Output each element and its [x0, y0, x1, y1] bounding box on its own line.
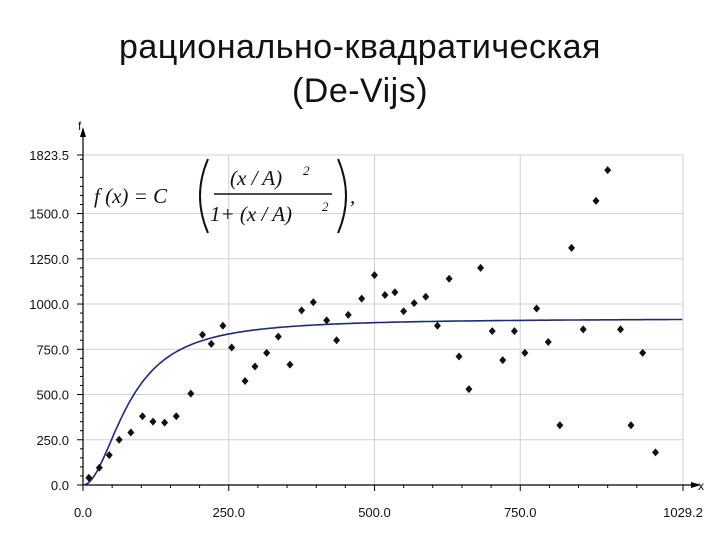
data-point: [251, 362, 259, 371]
y-tick-label: 1823.5: [29, 148, 69, 163]
data-point: [422, 292, 430, 301]
data-point: [199, 330, 207, 339]
data-point: [544, 338, 552, 347]
y-tick-label: 1500.0: [29, 207, 69, 222]
data-points-layer: [85, 166, 659, 482]
data-point: [651, 448, 659, 457]
data-point: [510, 327, 518, 336]
data-point: [370, 271, 378, 280]
data-point: [477, 263, 485, 272]
data-point: [521, 348, 529, 357]
axes: [77, 127, 701, 491]
y-axis-arrow: [80, 127, 86, 137]
x-tick-label: 1029.2: [663, 505, 703, 520]
x-tick-label: 500.0: [358, 505, 391, 520]
data-point: [410, 299, 418, 308]
data-point: [499, 356, 507, 365]
y-tick-label: 1250.0: [29, 252, 69, 267]
formula-graphic: f (x) = C (x / A) 2 1+ (x / A) 2 ,: [94, 158, 355, 234]
data-point: [298, 306, 306, 315]
data-point: [228, 343, 236, 352]
formula-lhs: f (x) = C: [94, 184, 168, 208]
data-point: [105, 451, 113, 460]
y-tick-label: 750.0: [36, 342, 69, 357]
data-point: [286, 360, 294, 369]
model-curve-layer: [82, 318, 683, 486]
data-point: [639, 348, 647, 357]
x-tick-label: 250.0: [212, 505, 245, 520]
chart-title-line1: рационально-квадратическая: [119, 28, 601, 66]
data-point: [241, 376, 249, 385]
data-point: [323, 316, 331, 325]
data-point: [465, 385, 473, 394]
data-point: [433, 321, 441, 330]
data-point: [274, 332, 282, 341]
formula-box: f (x) = C (x / A) 2 1+ (x / A) 2 ,: [92, 153, 362, 239]
y-tick-label: 500.0: [36, 388, 69, 403]
formula-denominator: 1+ (x / A): [210, 202, 292, 226]
y-tick-label: 250.0: [36, 433, 69, 448]
y-axis-label: f: [78, 119, 82, 133]
data-point: [344, 310, 352, 319]
data-point: [400, 307, 408, 316]
data-point: [127, 428, 135, 437]
data-point: [556, 421, 564, 430]
data-point: [138, 412, 146, 421]
data-point: [309, 298, 317, 307]
formula-numerator-power: 2: [303, 163, 310, 178]
x-tick-label: 750.0: [504, 505, 537, 520]
data-point: [488, 327, 496, 336]
data-point: [533, 304, 541, 313]
x-tick-label: 0.0: [74, 505, 92, 520]
y-tick-label: 1000.0: [29, 297, 69, 312]
data-point: [95, 463, 103, 472]
data-point: [85, 473, 93, 482]
data-point: [455, 352, 463, 361]
data-point: [579, 325, 587, 334]
formula-numerator: (x / A): [230, 166, 282, 190]
model-curve: [82, 318, 683, 486]
data-point: [568, 243, 576, 252]
data-point: [149, 417, 157, 426]
data-point: [627, 421, 635, 430]
data-point: [333, 336, 341, 345]
data-point: [219, 321, 227, 330]
data-point: [381, 290, 389, 299]
data-point: [391, 288, 399, 297]
x-axis-arrow: [691, 482, 701, 488]
data-point: [115, 435, 123, 444]
data-point: [358, 294, 366, 303]
data-point: [172, 412, 180, 421]
data-point: [161, 418, 169, 427]
x-axis-label: x: [698, 479, 704, 493]
chart-title-line2: (De-Vijs): [291, 72, 429, 110]
tick-labels: 0.0 250.0 500.0 750.0 1000.0 1250.0 1500.0 1823…: [29, 148, 703, 520]
data-point: [207, 339, 215, 348]
data-point: [617, 325, 625, 334]
data-point: [445, 274, 453, 283]
right-paren-shape: [337, 158, 347, 234]
formula-denominator-power: 2: [322, 199, 329, 214]
data-point: [604, 166, 612, 175]
left-paren-shape: [199, 158, 209, 234]
formula-comma: ,: [350, 184, 355, 208]
data-point: [592, 196, 600, 205]
data-point: [187, 389, 195, 398]
data-point: [263, 348, 271, 357]
y-tick-label: 0.0: [51, 478, 69, 493]
